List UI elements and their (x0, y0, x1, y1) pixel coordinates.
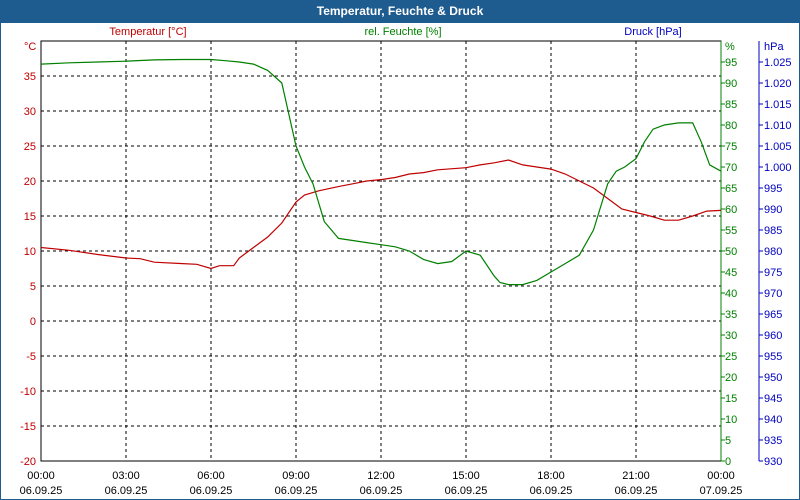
x-tick-time-label: 12:00 (367, 470, 395, 482)
y-tick-humidity-label: 35 (725, 309, 737, 321)
y-tick-pressure-label: 1.010 (764, 120, 792, 132)
y-tick-temperature-label: 15 (24, 211, 36, 223)
y-tick-pressure-label: 990 (764, 204, 782, 216)
y-tick-humidity-label: 20 (725, 372, 737, 384)
y-tick-humidity-label: 60 (725, 204, 737, 216)
y-tick-pressure-label: 1.015 (764, 99, 792, 111)
y-tick-temperature-label: 25 (24, 141, 36, 153)
y-tick-temperature-label: 35 (24, 71, 36, 83)
y-tick-pressure-label: 955 (764, 351, 782, 363)
y-tick-pressure-label: 950 (764, 372, 782, 384)
y-tick-humidity-label: 85 (725, 99, 737, 111)
x-tick-time-label: 03:00 (112, 470, 140, 482)
y-tick-temperature-label: 5 (30, 281, 36, 293)
x-tick-time-label: 06:00 (197, 470, 225, 482)
y-tick-humidity-label: 65 (725, 183, 737, 195)
y-tick-humidity-label: 90 (725, 78, 737, 90)
y-tick-pressure-label: 1.005 (764, 141, 792, 153)
y-tick-temperature-label: -15 (20, 421, 36, 433)
x-tick-date-label: 06.09.25 (190, 485, 233, 497)
y-tick-temperature-label: -20 (20, 456, 36, 468)
y-tick-pressure-label: 1.025 (764, 57, 792, 69)
y-tick-temperature-label: 30 (24, 106, 36, 118)
y-tick-pressure-label: 1.000 (764, 162, 792, 174)
y-tick-pressure-label: 945 (764, 393, 782, 405)
x-tick-time-label: 09:00 (282, 470, 310, 482)
y-tick-pressure-label: 1.020 (764, 78, 792, 90)
y-tick-humidity-label: 95 (725, 57, 737, 69)
chart-title: Temperatur, Feuchte & Druck (0, 0, 800, 22)
y-tick-pressure-label: 935 (764, 435, 782, 447)
y-tick-humidity-label: 10 (725, 414, 737, 426)
y-tick-pressure-label: 975 (764, 267, 782, 279)
temperature-line (40, 159, 722, 270)
y-tick-humidity-label: 45 (725, 267, 737, 279)
humidity-line (40, 58, 722, 286)
y-tick-humidity-label: 75 (725, 141, 737, 153)
x-tick-date-label: 06.09.25 (530, 485, 573, 497)
y-tick-humidity-label: 40 (725, 288, 737, 300)
y-tick-humidity-label: 15 (725, 393, 737, 405)
y-tick-humidity-label: 80 (725, 120, 737, 132)
y-tick-humidity-label: 5 (725, 435, 731, 447)
x-tick-time-label: 21:00 (622, 470, 650, 482)
y-tick-temperature-label: 0 (30, 316, 36, 328)
y-tick-pressure-label: 965 (764, 309, 782, 321)
y-tick-humidity-label: 25 (725, 351, 737, 363)
x-tick-date-label: 06.09.25 (20, 485, 63, 497)
x-tick-date-label: 06.09.25 (105, 485, 148, 497)
y-tick-temperature-label: 10 (24, 246, 36, 258)
x-tick-date-label: 06.09.25 (615, 485, 658, 497)
x-tick-date-label: 06.09.25 (360, 485, 403, 497)
y-tick-temperature-label: -10 (20, 386, 36, 398)
y-tick-pressure-label: 930 (764, 456, 782, 468)
y-tick-humidity-label: 30 (725, 330, 737, 342)
humidity-unit-label: % (725, 41, 735, 53)
temperature-axis-title: Temperatur [°C] (109, 26, 186, 38)
temperature-unit-label: °C (24, 41, 36, 53)
x-tick-date-label: 07.09.25 (700, 485, 743, 497)
y-tick-pressure-label: 960 (764, 330, 782, 342)
y-tick-pressure-label: 995 (764, 183, 782, 195)
x-tick-time-label: 18:00 (537, 470, 565, 482)
x-tick-time-label: 00:00 (27, 470, 55, 482)
y-tick-pressure-label: 970 (764, 288, 782, 300)
pressure-unit-label: hPa (764, 41, 784, 53)
humidity-axis-title: rel. Feuchte [%] (364, 26, 441, 38)
x-tick-date-label: 06.09.25 (445, 485, 488, 497)
y-tick-temperature-label: -5 (26, 351, 36, 363)
x-tick-time-label: 00:00 (707, 470, 735, 482)
y-tick-humidity-label: 70 (725, 162, 737, 174)
y-tick-humidity-label: 50 (725, 246, 737, 258)
y-tick-temperature-label: 20 (24, 176, 36, 188)
x-tick-date-label: 06.09.25 (275, 485, 318, 497)
y-tick-pressure-label: 940 (764, 414, 782, 426)
y-tick-humidity-label: 0 (725, 456, 731, 468)
y-tick-pressure-label: 985 (764, 225, 782, 237)
pressure-axis-title: Druck [hPa] (624, 26, 681, 38)
x-tick-time-label: 15:00 (452, 470, 480, 482)
y-tick-humidity-label: 55 (725, 225, 737, 237)
y-tick-pressure-label: 980 (764, 246, 782, 258)
